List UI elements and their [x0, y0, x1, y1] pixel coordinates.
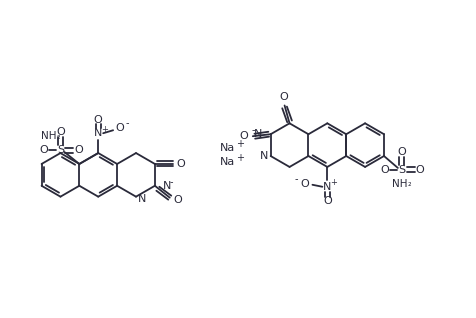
Text: N: N [254, 129, 263, 139]
Text: N: N [94, 128, 102, 138]
Text: +: + [236, 139, 244, 149]
Text: NH: NH [41, 131, 56, 141]
Text: O: O [300, 179, 309, 189]
Text: N: N [138, 194, 146, 204]
Text: ₂: ₂ [57, 132, 60, 141]
Text: -: - [251, 125, 255, 135]
Text: S: S [57, 145, 64, 155]
Text: O: O [279, 92, 288, 101]
Text: O: O [323, 196, 332, 206]
Text: -: - [170, 177, 173, 187]
Text: O: O [173, 195, 182, 205]
Text: +: + [101, 125, 108, 134]
Text: +: + [330, 178, 337, 187]
Text: +: + [236, 153, 244, 163]
Text: O: O [56, 127, 65, 137]
Text: N: N [323, 182, 331, 192]
Text: O: O [176, 159, 185, 169]
Text: Na: Na [220, 143, 236, 153]
Text: O: O [40, 145, 48, 155]
Text: N: N [163, 181, 171, 191]
Text: O: O [415, 165, 424, 175]
Text: O: O [397, 147, 406, 157]
Text: N: N [260, 151, 268, 161]
Text: Na: Na [220, 157, 236, 167]
Text: O: O [74, 145, 83, 155]
Text: NH: NH [392, 179, 407, 189]
Text: O: O [94, 115, 103, 125]
Text: O: O [116, 123, 124, 133]
Text: -: - [295, 174, 298, 184]
Text: -: - [125, 118, 129, 128]
Text: ₂: ₂ [408, 179, 412, 188]
Text: O: O [239, 131, 248, 141]
Text: O: O [381, 165, 389, 175]
Text: S: S [398, 165, 406, 175]
